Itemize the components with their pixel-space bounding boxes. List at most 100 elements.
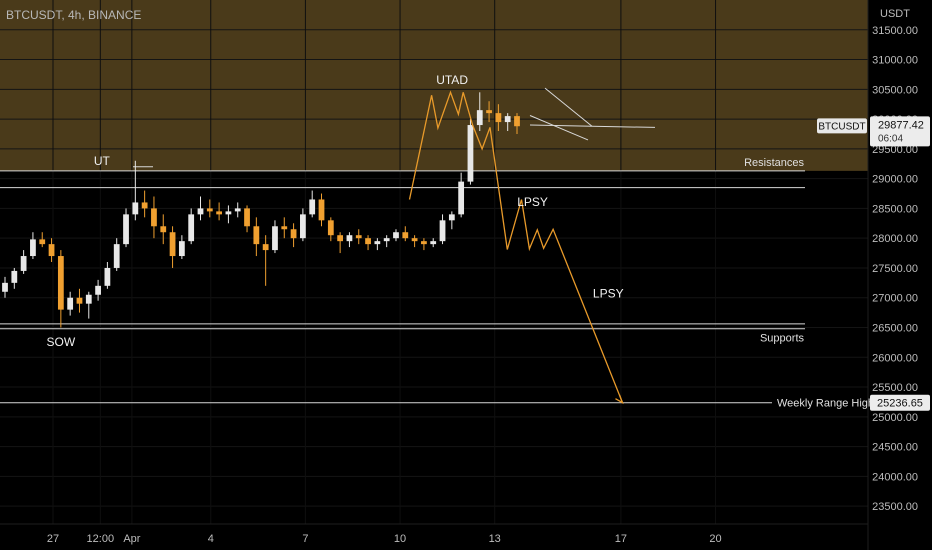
annotation-label: LPSY <box>593 287 624 301</box>
chart-title: BTCUSDT, 4h, BINANCE <box>6 8 141 22</box>
y-tick-label: 27000.00 <box>872 293 918 305</box>
candle-body <box>30 239 36 257</box>
candle-body <box>327 220 334 236</box>
candle-body <box>2 282 8 292</box>
annotation-label: LPSY <box>517 195 548 209</box>
projection-arrowhead <box>615 394 624 405</box>
y-tick-label: 25500.00 <box>872 382 918 394</box>
y-tick-label: 26500.00 <box>872 323 918 335</box>
candle-body <box>244 208 250 227</box>
candle-body <box>85 294 92 304</box>
price-tags: BTCUSDT 29877.42 06:04 25236.65 <box>817 116 930 411</box>
candle-body <box>95 285 101 295</box>
candle-body <box>188 214 195 242</box>
y-tick-label: 25000.00 <box>872 412 918 424</box>
candle-body <box>421 241 427 245</box>
projection-line <box>408 90 624 403</box>
candle-body <box>57 256 64 310</box>
x-tick-label: 12:00 <box>87 533 115 545</box>
last-price-tag-bg <box>870 116 930 147</box>
candle-body <box>430 241 437 245</box>
x-tick-label: 13 <box>489 533 501 545</box>
level-lines: Resistances Supports Weekly Range High <box>0 157 874 410</box>
candle-body <box>365 238 371 245</box>
candle-body <box>262 244 269 251</box>
wedge-line <box>529 124 656 128</box>
weekly-range-tag-value: 25236.65 <box>877 398 923 410</box>
x-tick-label: 7 <box>302 533 308 545</box>
candle-body <box>318 199 325 221</box>
candle-body <box>225 211 232 215</box>
grid <box>0 0 868 524</box>
weekly-range-tag-bg <box>870 394 930 411</box>
candle-body <box>141 202 148 209</box>
candle-body <box>383 238 390 242</box>
symbol-tag-bg <box>817 118 867 134</box>
y-tick-label: 28500.00 <box>872 203 918 215</box>
y-tick-label: 27500.00 <box>872 263 918 275</box>
level-label: Resistances <box>744 157 804 169</box>
candle-body <box>346 235 353 242</box>
annotation-label: SOW <box>47 335 76 349</box>
annotations: UT SOW UTAD LPSY LPSY <box>47 73 624 349</box>
candle-body <box>151 208 157 227</box>
candle-body <box>67 297 74 310</box>
wedge-pattern <box>529 87 656 141</box>
candle-body <box>337 235 344 242</box>
x-tick-label: 10 <box>394 533 406 545</box>
x-tick-label: 4 <box>208 533 214 545</box>
candle-body <box>458 181 465 215</box>
last-price-countdown: 06:04 <box>878 133 903 144</box>
candle-body <box>411 238 418 242</box>
candle-body <box>123 214 129 245</box>
y-tick-label: 24000.00 <box>872 471 918 483</box>
y-tick-label: 29000.00 <box>872 174 918 186</box>
candle-body <box>476 110 483 126</box>
y-tick-label: 26000.00 <box>872 352 918 364</box>
candle-body <box>486 110 492 114</box>
candle-body <box>113 244 120 268</box>
candle-body <box>290 229 297 239</box>
candle-body <box>104 267 111 286</box>
x-tick-label: 17 <box>615 533 627 545</box>
candle-body <box>20 256 27 271</box>
level-label: Weekly Range High <box>777 398 874 410</box>
last-price-value: 29877.42 <box>878 119 924 131</box>
y-tick-label: 30500.00 <box>872 84 918 96</box>
candle-body <box>234 208 241 212</box>
candle-body <box>439 220 446 242</box>
y-tick-label: 23500.00 <box>872 501 918 513</box>
candle-body <box>160 226 167 233</box>
resistance-zone <box>0 0 868 171</box>
candle-body <box>11 270 18 283</box>
time-axis[interactable]: 27 12:00 Apr 4 7 10 13 17 20 <box>47 533 722 545</box>
candle-body <box>132 202 139 215</box>
candle-body <box>514 116 520 127</box>
candle-body <box>48 244 55 257</box>
axis-currency: USDT <box>880 8 910 20</box>
annotation-label: UTAD <box>436 73 468 87</box>
y-tick-label: 31000.00 <box>872 55 918 67</box>
candle-body <box>309 199 316 215</box>
level-label: Supports <box>760 333 805 345</box>
candle-body <box>216 211 222 215</box>
candle-body <box>504 116 511 123</box>
y-tick-label: 28000.00 <box>872 233 918 245</box>
wedge-line <box>544 87 593 127</box>
x-tick-label: 20 <box>709 533 721 545</box>
x-tick-label: 27 <box>47 533 59 545</box>
candle-body <box>178 241 185 257</box>
candle-body <box>374 241 381 245</box>
candle-body <box>402 232 409 239</box>
candle-body <box>467 125 474 182</box>
candle-body <box>169 232 176 257</box>
candle-body <box>76 297 83 304</box>
y-tick-label: 31500.00 <box>872 25 918 37</box>
candles <box>2 92 520 328</box>
candle-body <box>39 239 46 245</box>
price-axis[interactable]: 31500.0031000.0030500.0030000.0029500.00… <box>872 25 918 513</box>
candle-body <box>448 214 455 221</box>
candle-body <box>281 226 288 230</box>
candle-body <box>206 208 213 212</box>
